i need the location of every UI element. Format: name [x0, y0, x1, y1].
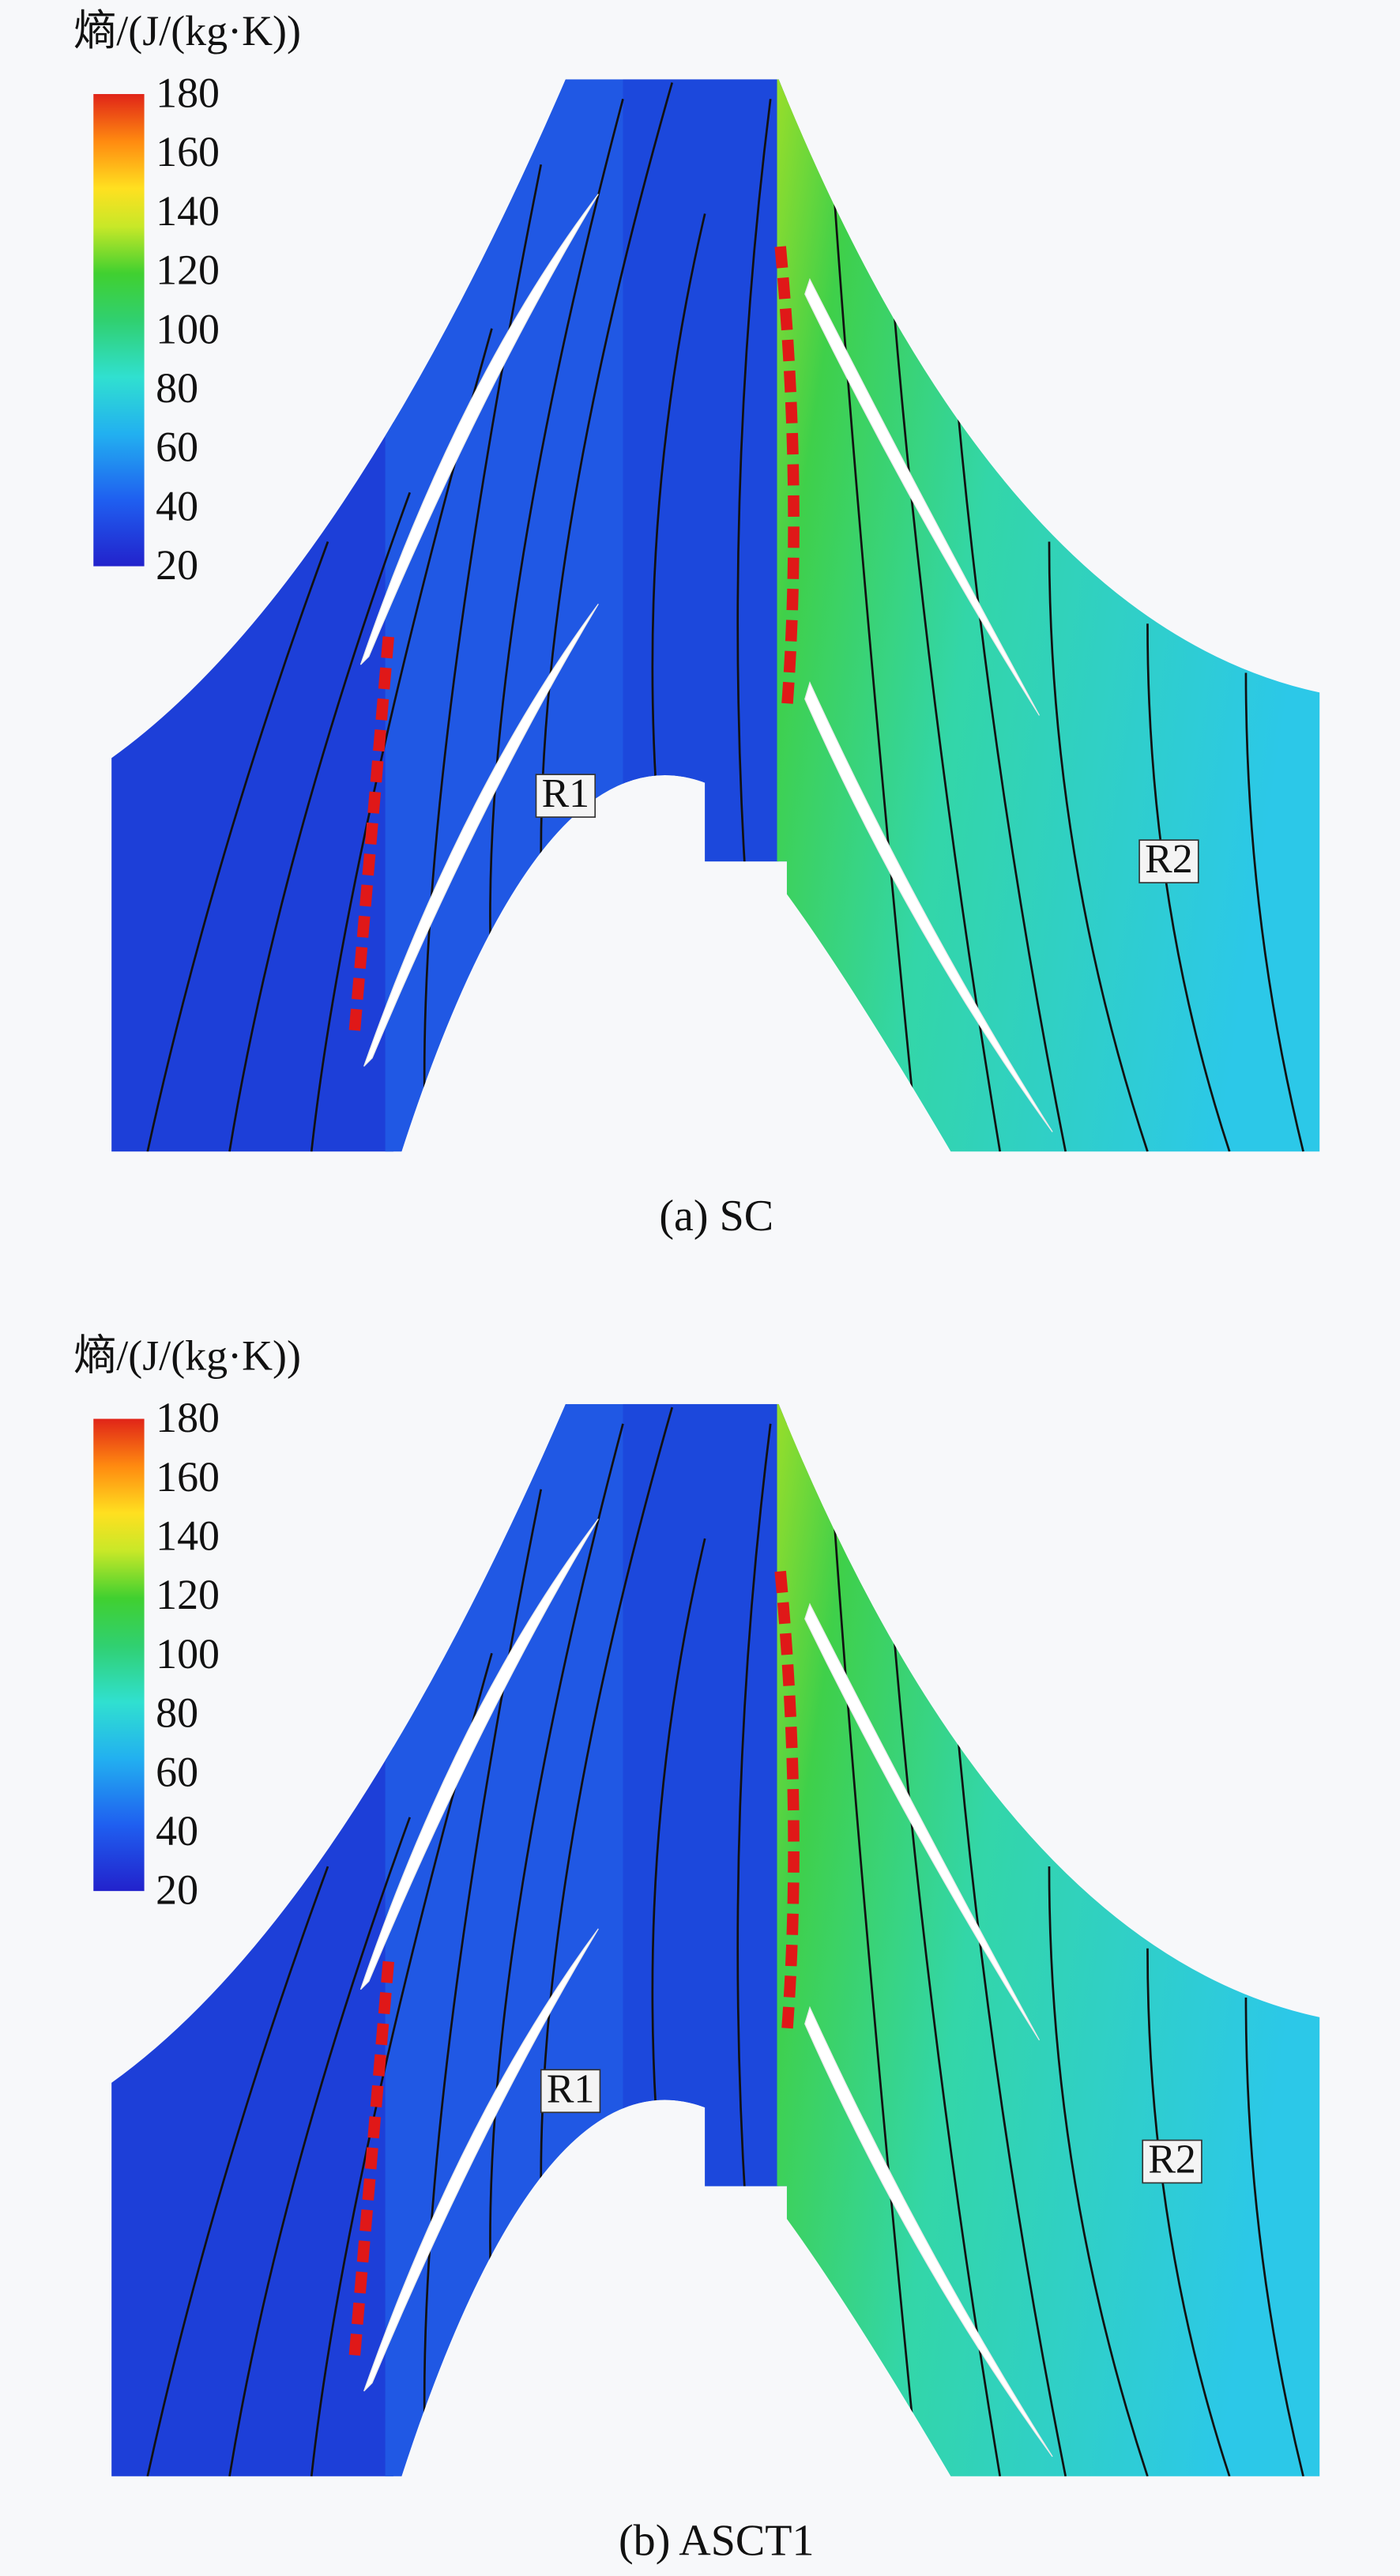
colorbar-tick: 20 — [156, 1866, 198, 1914]
colorbar-tick: 180 — [156, 1394, 220, 1441]
colorbar-tick: 100 — [156, 305, 220, 352]
colorbar-tick: 160 — [156, 128, 220, 175]
colorbar — [93, 94, 145, 567]
colorbar-tick: 160 — [156, 1453, 220, 1501]
colorbar — [93, 1418, 145, 1892]
region-label: R1 — [542, 771, 590, 816]
label-box — [535, 774, 597, 818]
colorbar-tick: 140 — [156, 187, 220, 235]
colorbar-tick: 40 — [156, 1807, 198, 1855]
label-box — [1142, 2139, 1202, 2184]
colorbar-title: 熵/(J/(kg·K)) — [73, 1331, 301, 1379]
colorbar-tick: 80 — [156, 1689, 198, 1737]
region-label: R2 — [1145, 837, 1193, 882]
flow-field — [98, 66, 1334, 1165]
colorbar-tick: 140 — [156, 1512, 220, 1559]
region-label: R2 — [1148, 2137, 1196, 2182]
label-box — [1138, 839, 1199, 883]
label-box — [540, 2069, 601, 2114]
caption: (b) ASCT1 — [619, 2517, 814, 2566]
colorbar-tick: 60 — [156, 424, 198, 471]
colorbar-tick: 120 — [156, 1571, 220, 1618]
colorbar-tick: 180 — [156, 70, 220, 117]
colorbar-tick: 40 — [156, 482, 198, 529]
panel: 熵/(J/(kg·K)) 180 160 140 120 100 80 60 40 20 R1 R2 (… — [73, 1331, 1334, 2566]
colorbar-tick: 100 — [156, 1630, 220, 1678]
colorbar-tick: 20 — [156, 541, 198, 589]
caption: (a) SC — [659, 1192, 773, 1241]
flow-field — [98, 1391, 1334, 2489]
region-label: R1 — [547, 2066, 595, 2111]
panel: 熵/(J/(kg·K)) 180 160 140 120 100 80 60 40 20 R1 R2 (… — [73, 7, 1334, 1241]
colorbar-tick: 60 — [156, 1748, 198, 1795]
colorbar-tick: 80 — [156, 364, 198, 412]
colorbar-tick: 120 — [156, 247, 220, 294]
colorbar-title: 熵/(J/(kg·K)) — [73, 7, 301, 55]
panels: 熵/(J/(kg·K)) 180 160 140 120 100 80 60 40 20 R1 R2 (… — [73, 7, 1334, 2566]
